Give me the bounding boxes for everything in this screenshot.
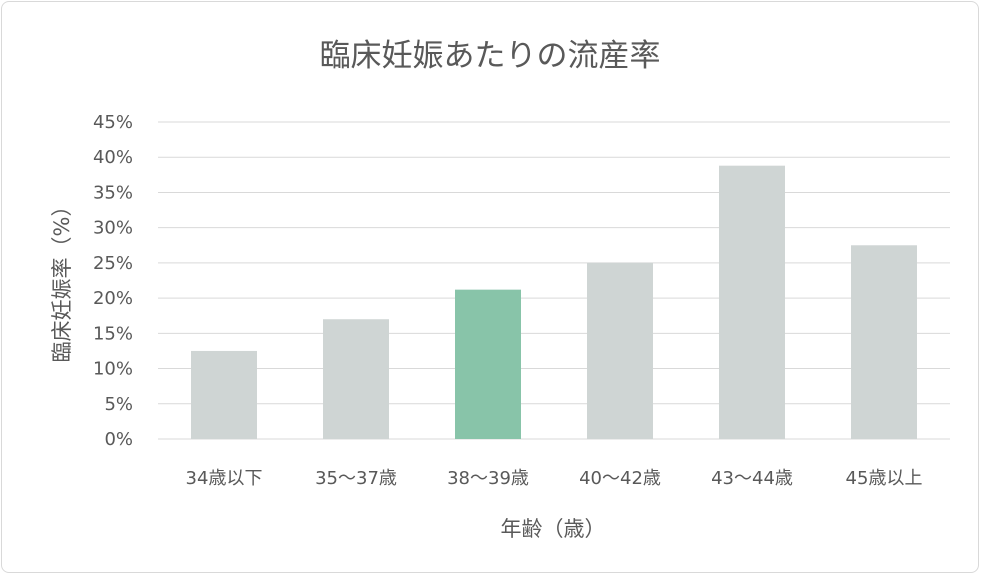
y-tick-label: 15% [93, 323, 133, 344]
y-tick-label: 45% [93, 112, 133, 133]
y-tick-label: 0% [104, 429, 133, 450]
y-axis-label: 臨床妊娠率（%） [50, 196, 74, 363]
y-tick-label: 20% [93, 288, 133, 309]
y-tick-label: 25% [93, 253, 133, 274]
bar [851, 245, 917, 439]
y-tick-label: 40% [93, 147, 133, 168]
bar [587, 262, 653, 439]
y-axis-ticks: 0% 5% 10% 15% 20% 25% 30% 35% 40% 45% [93, 112, 133, 450]
x-tick-label: 40〜42歳 [579, 468, 661, 489]
x-tick-label: 45歳以上 [846, 468, 923, 489]
x-tick-label: 38〜39歳 [447, 468, 529, 489]
x-axis-label: 年齢（歳） [501, 517, 606, 541]
bars [191, 165, 917, 440]
chart-title: 臨床妊娠あたりの流産率 [320, 38, 661, 74]
y-tick-label: 35% [93, 182, 133, 203]
y-tick-label: 10% [93, 359, 133, 380]
bar [191, 350, 257, 439]
bar [323, 319, 389, 439]
x-tick-label: 35〜37歳 [315, 468, 397, 489]
x-tick-label: 43〜44歳 [711, 468, 793, 489]
y-tick-label: 30% [93, 218, 133, 239]
x-axis-ticks: 34歳以下 35〜37歳 38〜39歳 40〜42歳 43〜44歳 45歳以上 [186, 468, 923, 489]
gridlines [158, 121, 950, 440]
bar [455, 289, 521, 439]
x-tick-label: 34歳以下 [186, 468, 263, 489]
y-tick-label: 5% [104, 394, 133, 415]
bar [719, 165, 785, 440]
